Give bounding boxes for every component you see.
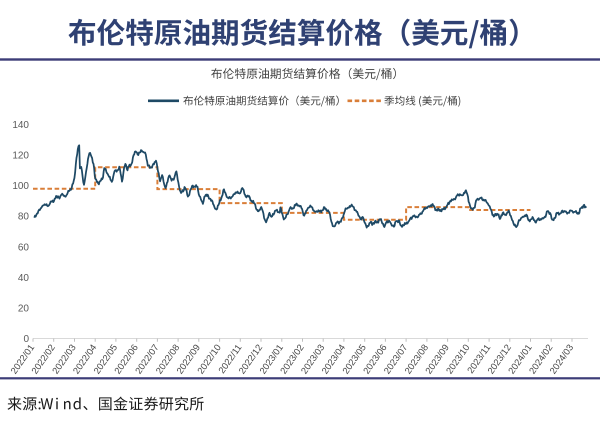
svg-text:140: 140 — [12, 120, 29, 131]
svg-text:80: 80 — [18, 212, 30, 223]
svg-text:60: 60 — [18, 242, 30, 253]
svg-text:120: 120 — [12, 151, 29, 162]
svg-text:0: 0 — [23, 334, 29, 345]
svg-text:40: 40 — [18, 273, 30, 284]
svg-text:20: 20 — [18, 303, 30, 314]
svg-text:100: 100 — [12, 181, 29, 192]
